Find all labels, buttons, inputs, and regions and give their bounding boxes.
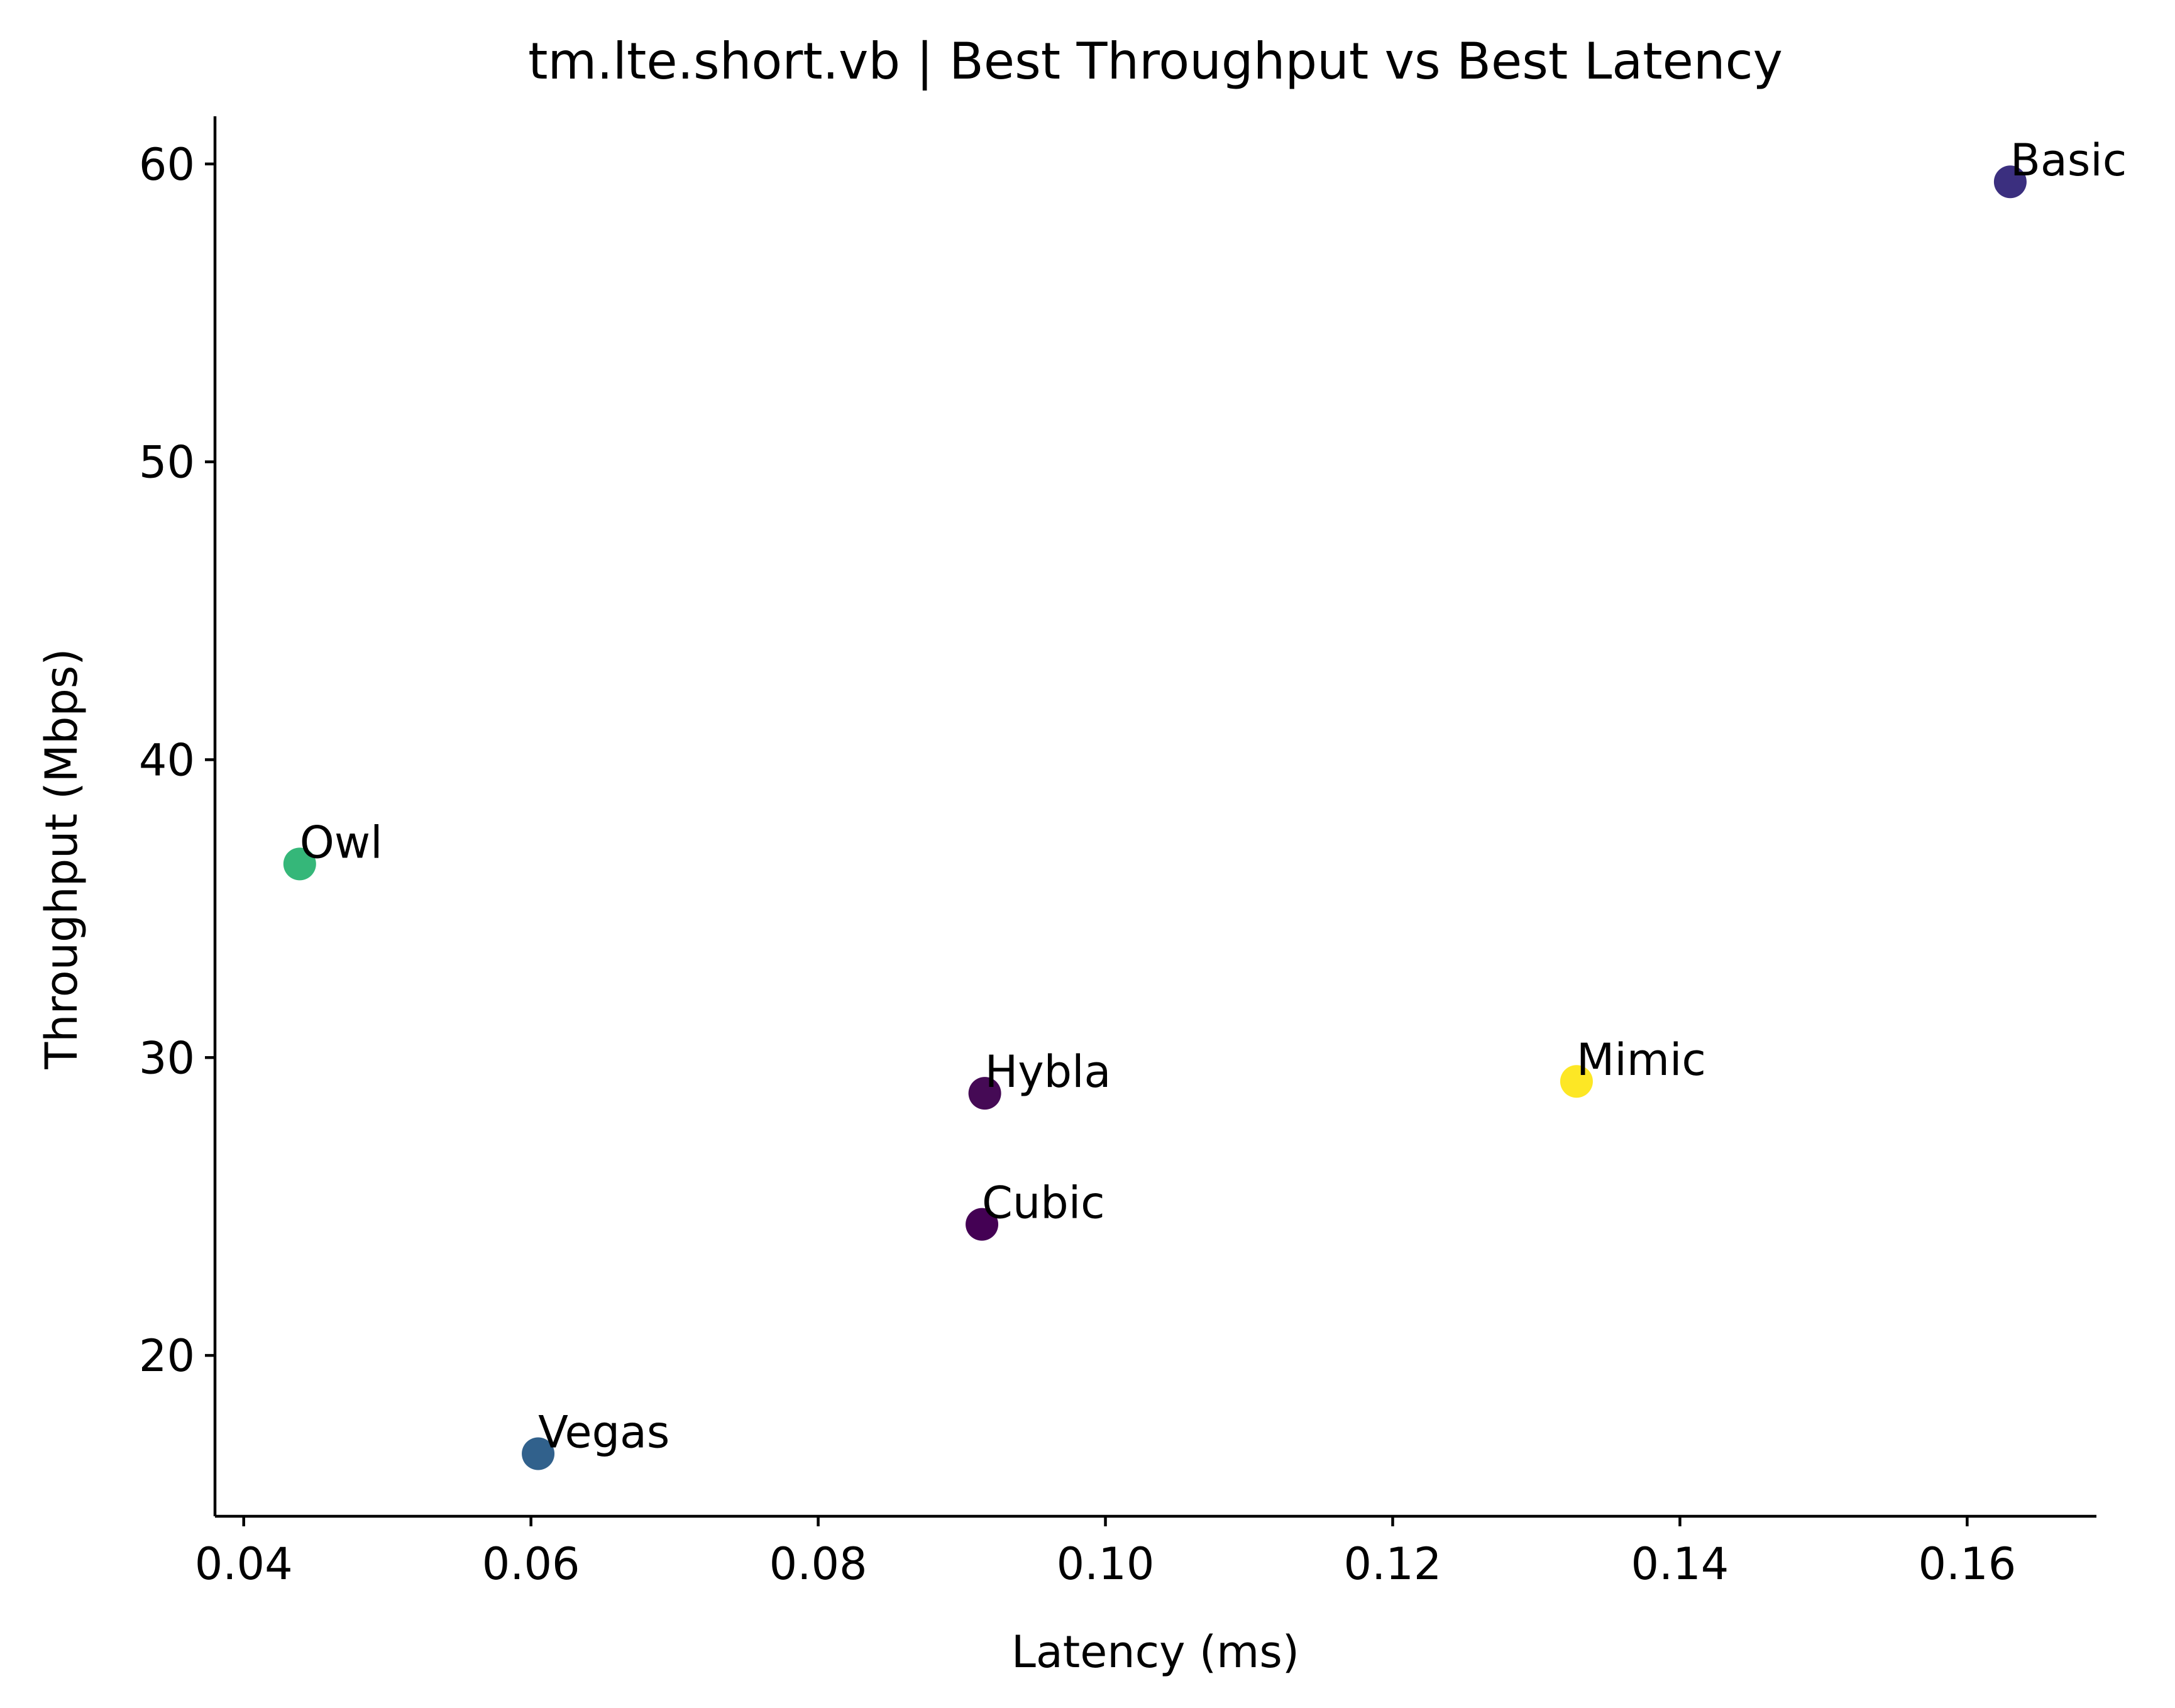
data-point-basic bbox=[1993, 165, 2027, 199]
point-label-mimic: Mimic bbox=[1577, 1034, 1706, 1086]
point-label-basic: Basic bbox=[2010, 135, 2127, 186]
y-tick-label: 20 bbox=[139, 1330, 195, 1382]
x-tick-label: 0.04 bbox=[195, 1538, 293, 1590]
x-tick-label: 0.06 bbox=[482, 1538, 580, 1590]
data-point-vegas bbox=[522, 1437, 555, 1470]
point-label-owl: Owl bbox=[300, 817, 383, 868]
y-tick-label: 50 bbox=[139, 437, 195, 488]
point-label-vegas: Vegas bbox=[538, 1406, 669, 1458]
point-label-cubic: Cubic bbox=[982, 1177, 1105, 1229]
y-tick-label: 30 bbox=[139, 1032, 195, 1084]
y-tick-label: 40 bbox=[139, 734, 195, 786]
x-tick-label: 0.08 bbox=[769, 1538, 867, 1590]
axis-ticks: 0.04 0.06 0.08 0.10 0.12 0.14 0.16 20 30 40 50 60 bbox=[139, 139, 2016, 1590]
data-point-hybla bbox=[968, 1077, 1001, 1110]
x-tick-label: 0.12 bbox=[1344, 1538, 1442, 1590]
data-point-owl bbox=[283, 847, 316, 881]
x-axis-label: Latency (ms) bbox=[1011, 1626, 1299, 1678]
point-label-hybla: Hybla bbox=[985, 1046, 1111, 1098]
data-point-mimic bbox=[1560, 1065, 1593, 1098]
x-tick-label: 0.16 bbox=[1918, 1538, 2016, 1590]
y-tick-label: 60 bbox=[139, 139, 195, 190]
chart-title: tm.lte.short.vb | Best Throughput vs Bes… bbox=[528, 32, 1783, 91]
x-tick-label: 0.14 bbox=[1631, 1538, 1729, 1590]
x-tick-label: 0.10 bbox=[1057, 1538, 1155, 1590]
data-points: Basic Owl Hybla Mimic Cubic Vegas bbox=[283, 135, 2127, 1470]
data-point-cubic bbox=[966, 1208, 999, 1241]
y-axis-label: Throughput (Mbps) bbox=[36, 648, 87, 1069]
